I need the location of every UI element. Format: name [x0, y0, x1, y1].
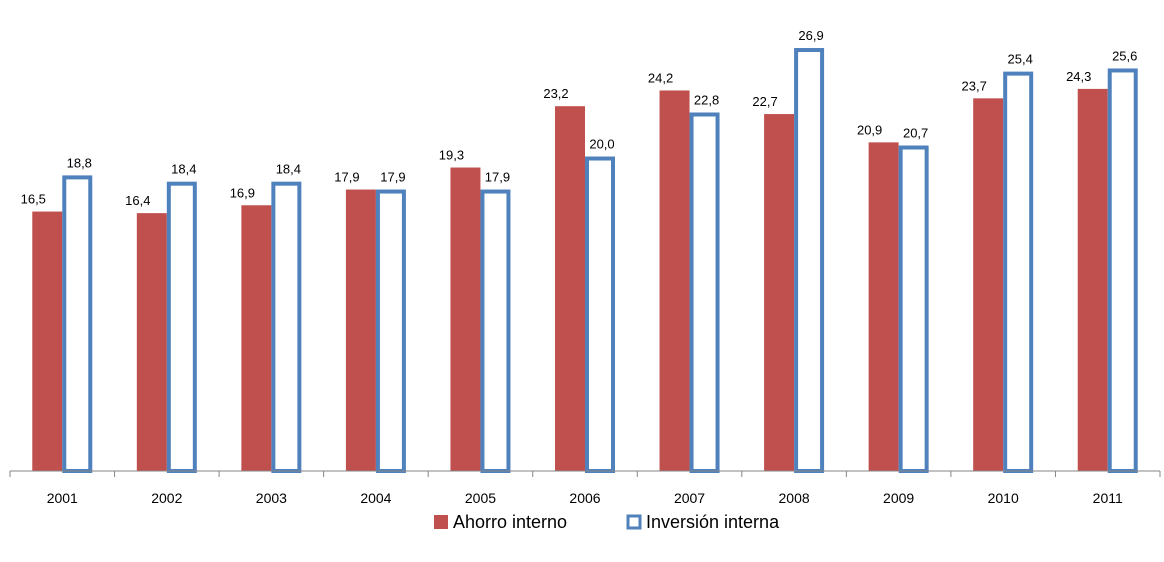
data-label-ahorro-interno-2007: 24,2 [648, 70, 673, 85]
data-label-inversion-interna-2002: 18,4 [171, 162, 196, 177]
data-label-ahorro-interno-2011: 24,3 [1066, 69, 1091, 84]
data-label-ahorro-interno-2003: 16,9 [230, 185, 255, 200]
bar-ahorro-interno-2001 [32, 211, 63, 471]
data-label-inversion-interna-2008: 26,9 [798, 28, 823, 43]
x-tick-label-2010: 2010 [988, 490, 1019, 506]
bar-inversion-interna-2002 [166, 181, 197, 473]
x-tick-label-2002: 2002 [151, 490, 182, 506]
x-tick-label-2001: 2001 [47, 490, 78, 506]
bar-ahorro-interno-2006 [555, 106, 585, 471]
bar-ahorro-interno-2009 [868, 142, 899, 471]
bar-inversion-interna-2005 [480, 189, 511, 473]
bar-ahorro-interno-2010 [973, 98, 1004, 472]
data-label-ahorro-interno-2005: 19,3 [439, 148, 464, 163]
x-tick-label-2011: 2011 [1093, 490, 1123, 506]
legend-swatch-ahorro-interno [434, 515, 448, 529]
x-tick-label-2005: 2005 [465, 490, 496, 506]
data-label-ahorro-interno-2006: 23,2 [543, 86, 568, 101]
data-label-inversion-interna-2005: 17,9 [485, 170, 510, 185]
data-label-ahorro-interno-2010: 23,7 [962, 78, 987, 93]
data-label-inversion-interna-2003: 18,4 [276, 162, 301, 177]
bar-inversion-interna-2004 [375, 189, 406, 473]
bars-group [32, 48, 1138, 473]
legend-label-inversion-interna: Inversión interna [646, 512, 780, 532]
data-label-inversion-interna-2001: 18,8 [67, 155, 92, 170]
data-label-inversion-interna-2011: 25,6 [1112, 48, 1137, 63]
x-tick-label-2009: 2009 [883, 490, 914, 506]
bar-ahorro-interno-2004 [345, 189, 376, 471]
data-label-ahorro-interno-2009: 20,9 [857, 122, 882, 137]
bar-inversion-interna-2001 [62, 175, 93, 473]
legend: Ahorro interno Inversión interna [434, 512, 780, 532]
bar-ahorro-interno-2011 [1077, 88, 1108, 472]
x-tick-label-2007: 2007 [674, 490, 705, 506]
data-label-inversion-interna-2010: 25,4 [1008, 52, 1033, 67]
x-tick-label-2008: 2008 [779, 490, 810, 506]
data-label-inversion-interna-2009: 20,7 [903, 126, 928, 141]
bar-ahorro-interno-2003 [241, 205, 272, 471]
data-label-ahorro-interno-2004: 17,9 [334, 170, 359, 185]
x-axis: 2001 2002 2003 2004 2005 2006 2007 2008 2009 2010… [9, 470, 1161, 506]
data-label-inversion-interna-2004: 17,9 [380, 170, 405, 185]
data-label-ahorro-interno-2002: 16,4 [125, 193, 150, 208]
bar-inversion-interna-2007 [689, 112, 720, 473]
bar-inversion-interna-2011 [1107, 68, 1138, 473]
bar-ahorro-interno-2007 [659, 90, 690, 471]
data-label-ahorro-interno-2001: 16,5 [21, 192, 46, 207]
bar-inversion-interna-2010 [1003, 71, 1034, 473]
data-label-inversion-interna-2006: 20,0 [589, 137, 614, 152]
bar-inversion-interna-2009 [898, 145, 929, 473]
bar-ahorro-interno-2002 [136, 213, 167, 471]
bar-inversion-interna-2006 [585, 156, 615, 473]
bar-ahorro-interno-2005 [450, 167, 481, 471]
bar-inversion-interna-2008 [794, 48, 825, 473]
bar-ahorro-interno-2008 [764, 114, 795, 471]
data-labels-group: 16,5 18,8 16,4 18,4 16,9 18,4 17,9 17,9 19,3 17,9… [21, 28, 1138, 208]
x-tick-label-2006: 2006 [569, 490, 600, 506]
x-tick-label-2003: 2003 [256, 490, 287, 506]
legend-label-ahorro-interno: Ahorro interno [453, 512, 567, 532]
bar-inversion-interna-2003 [271, 181, 302, 473]
data-label-inversion-interna-2007: 22,8 [694, 92, 719, 107]
legend-swatch-inversion-interna [626, 514, 642, 530]
data-label-ahorro-interno-2008: 22,7 [752, 94, 777, 109]
x-tick-label-2004: 2004 [360, 490, 391, 506]
